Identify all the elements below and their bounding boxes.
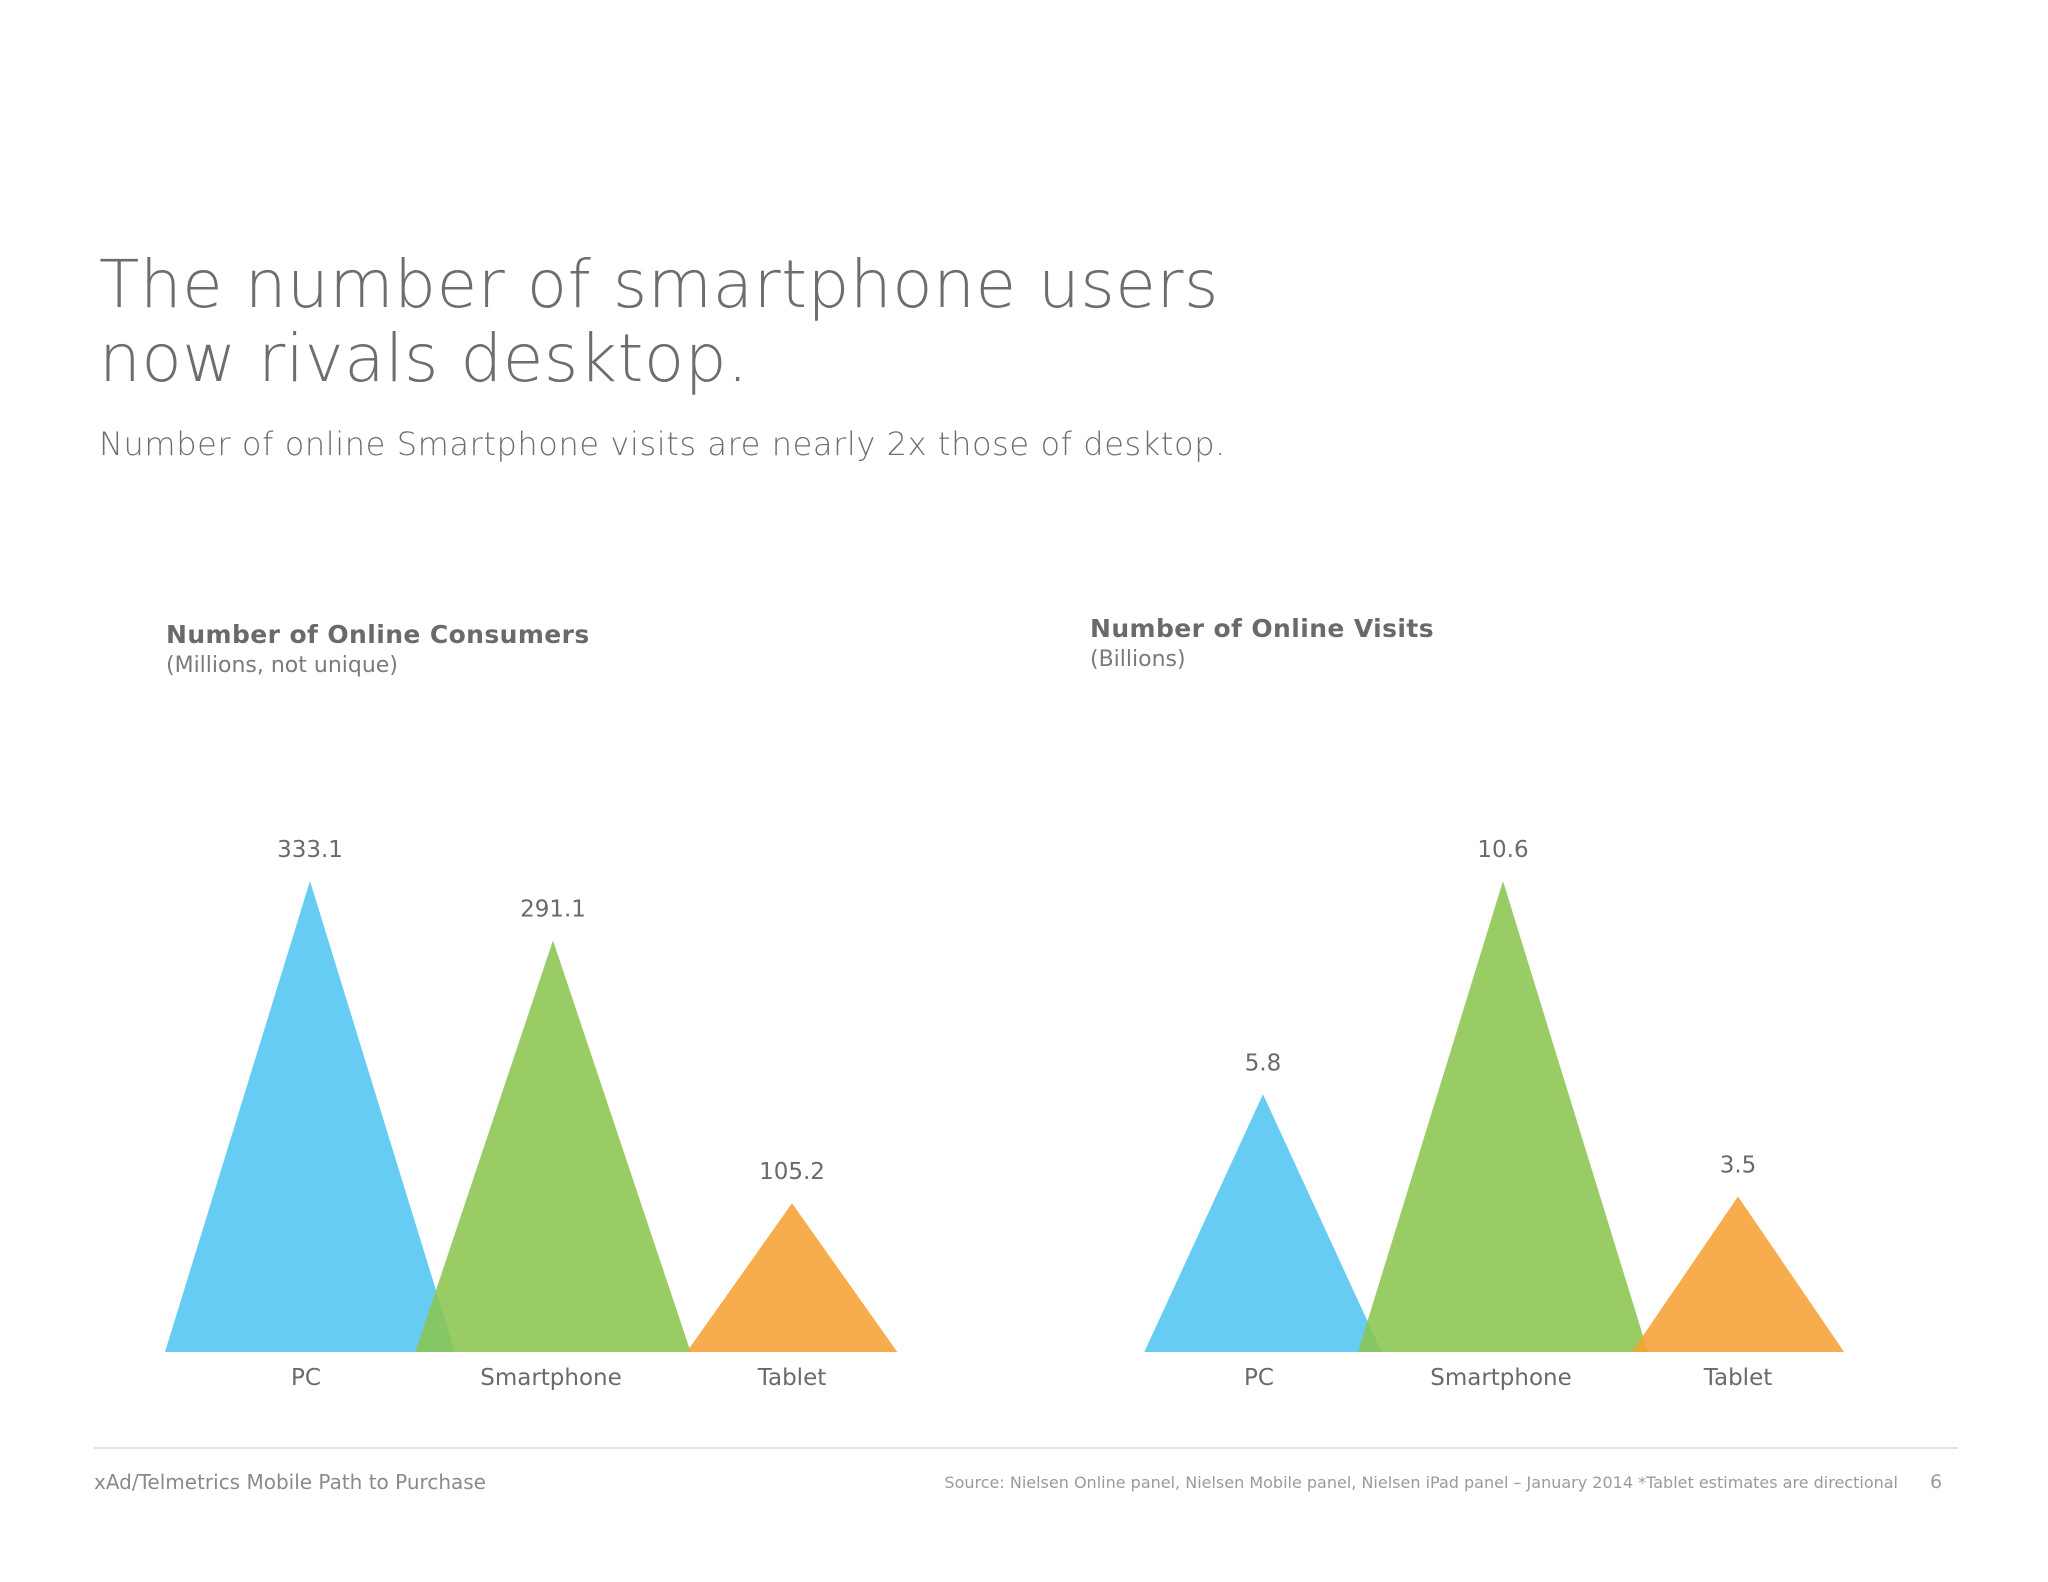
page-title-line-2: now rivals desktop. [99, 320, 749, 397]
consumers-category-label-pc: PC [291, 1365, 321, 1391]
visits-chart-title: Number of Online Visits [1090, 614, 1435, 643]
visits-chart-unit: (Billions) [1090, 647, 1186, 672]
consumers-triangle-smartphone [415, 940, 691, 1352]
consumers-chart-unit: (Millions, not unique) [166, 653, 398, 678]
visits-category-label-smartphone: Smartphone [1430, 1365, 1572, 1391]
footer-publication: xAd/Telmetrics Mobile Path to Purchase [94, 1470, 486, 1494]
consumers-value-label-tablet: 105.2 [759, 1159, 825, 1185]
page-title: The number of smartphone users now rival… [99, 248, 1399, 396]
visits-category-label-tablet: Tablet [1703, 1365, 1773, 1391]
consumers-value-label-pc: 333.1 [277, 837, 343, 863]
consumers-category-label-tablet: Tablet [757, 1365, 827, 1391]
consumers-category-label-smartphone: Smartphone [480, 1365, 622, 1391]
page-number: 6 [1930, 1471, 1943, 1493]
consumers-value-label-smartphone: 291.1 [520, 896, 586, 922]
visits-value-label-pc: 5.8 [1245, 1050, 1282, 1076]
visits-value-label-tablet: 3.5 [1720, 1152, 1757, 1178]
page-subtitle: Number of online Smartphone visits are n… [99, 425, 1226, 463]
visits-category-label-pc: PC [1244, 1365, 1274, 1391]
consumers-chart: 333.1 PC 291.1 Smartphone 105.2 Tablet [165, 837, 898, 1391]
visits-triangle-tablet [1631, 1196, 1845, 1352]
page-title-line-1: The number of smartphone users [99, 246, 1219, 323]
visits-value-label-smartphone: 10.6 [1477, 837, 1528, 863]
visits-triangle-pc [1144, 1094, 1382, 1352]
visits-chart: 5.8 PC 10.6 Smartphone 3.5 Tablet [1144, 837, 1845, 1391]
consumers-chart-title: Number of Online Consumers [166, 620, 590, 649]
footer-divider [94, 1447, 1958, 1449]
consumers-triangle-pc [165, 881, 455, 1352]
footer-source-note: Source: Nielsen Online panel, Nielsen Mo… [944, 1473, 1898, 1492]
visits-triangle-smartphone [1358, 881, 1648, 1352]
consumers-triangle-tablet [686, 1203, 898, 1352]
